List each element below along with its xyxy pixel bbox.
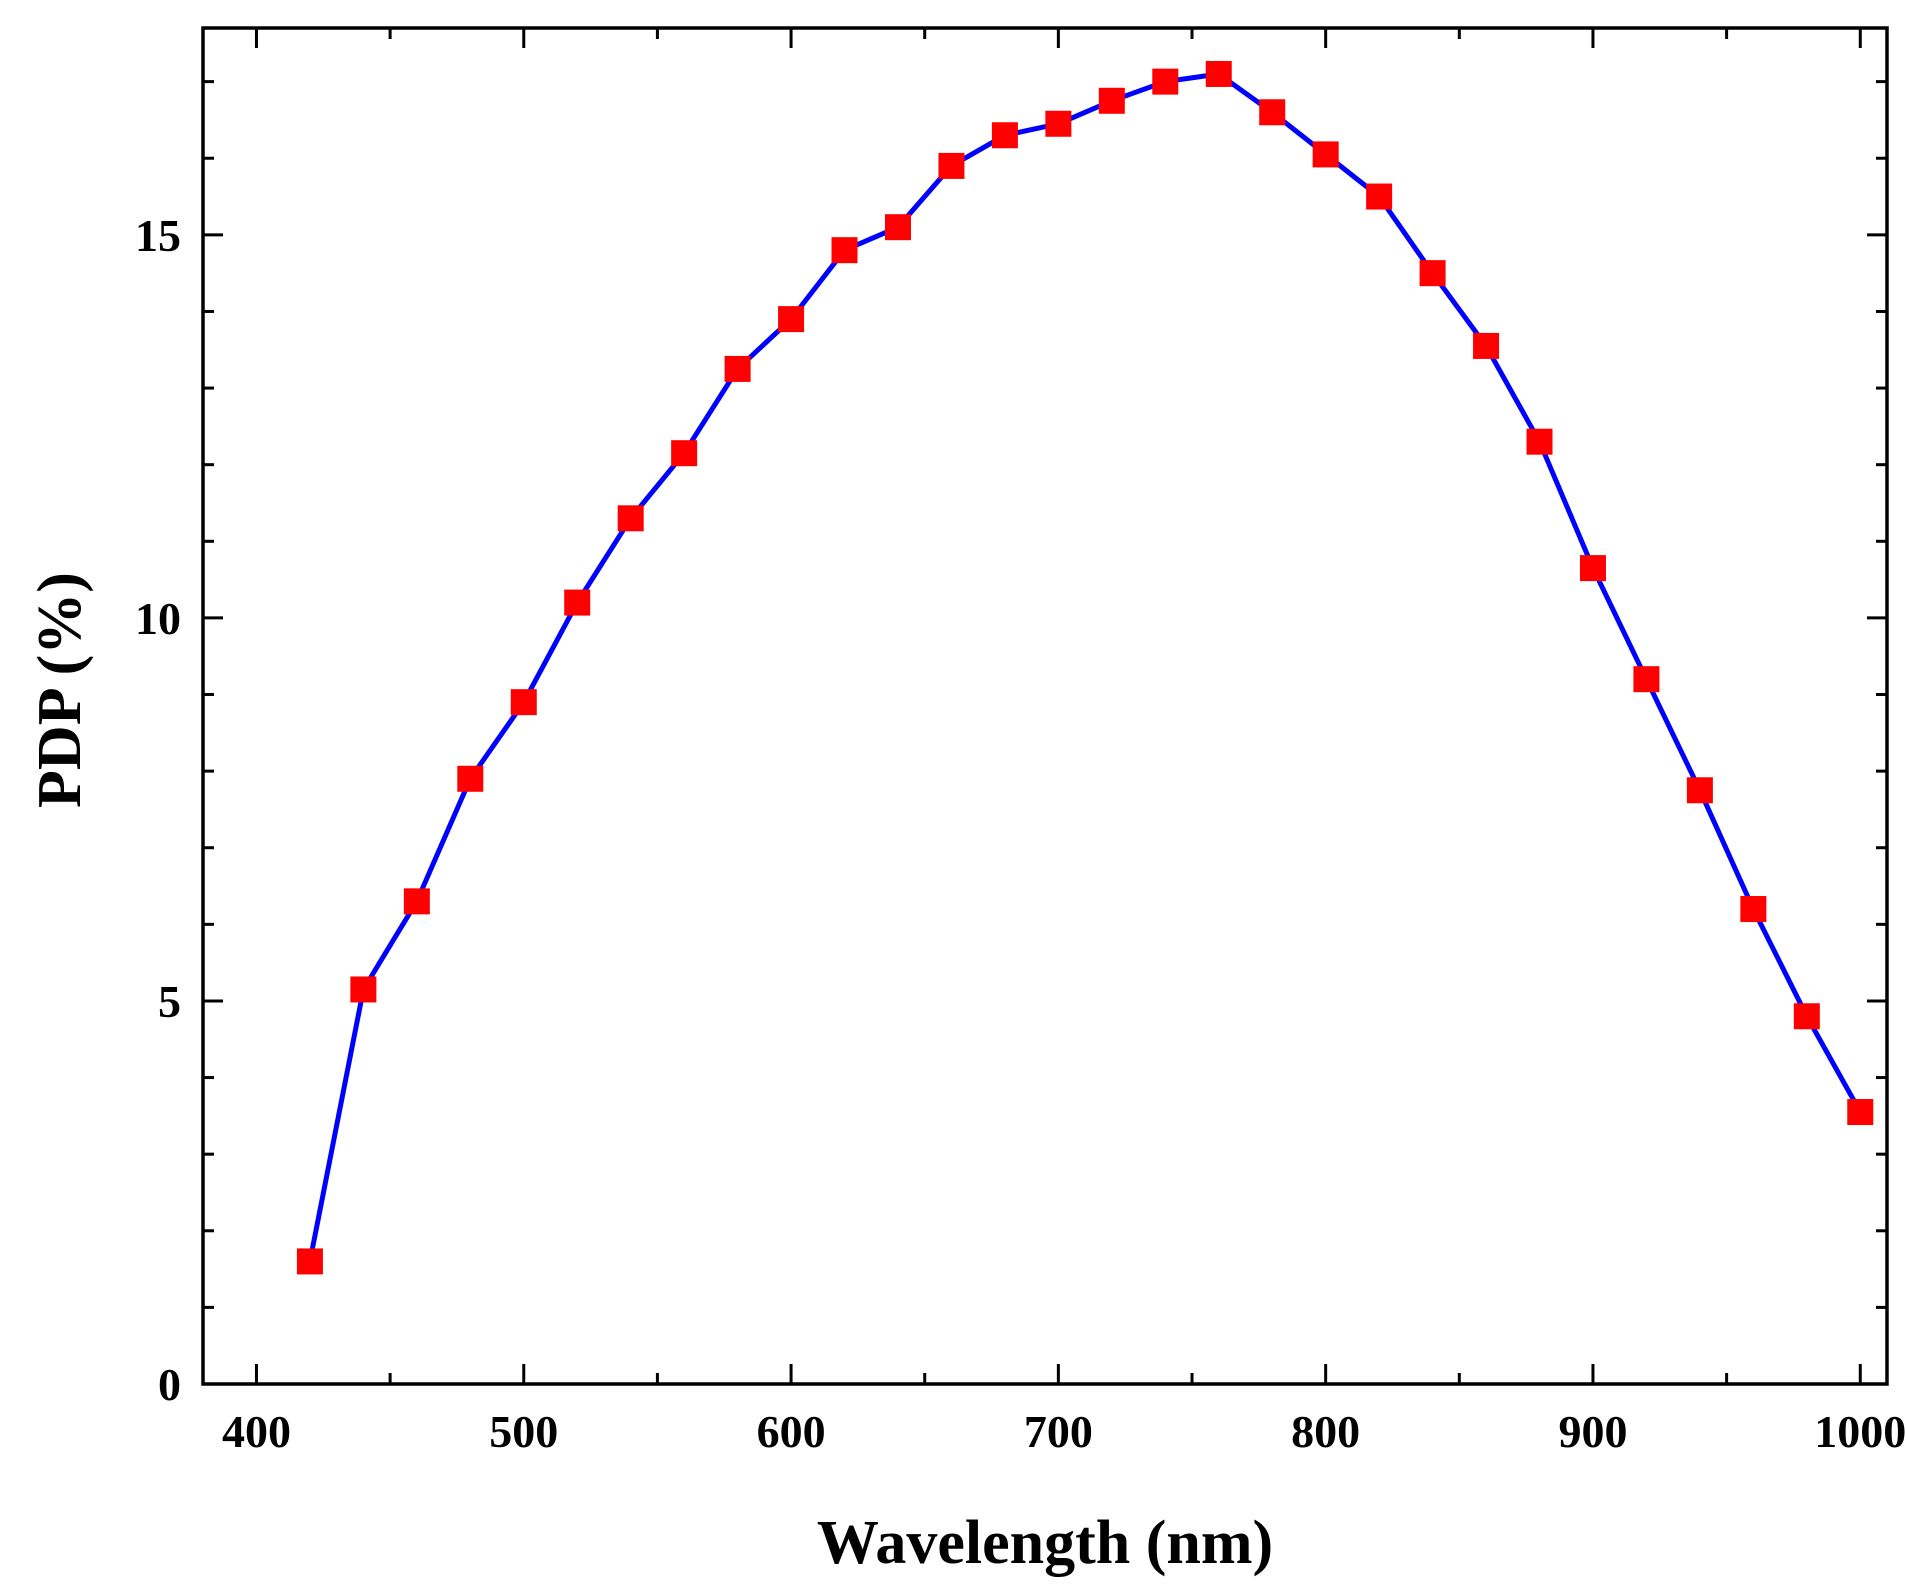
data-point [1259,99,1286,126]
x-tick-label: 500 [489,1406,558,1457]
series-line [307,71,1863,1262]
y-tick-label: 0 [158,1359,181,1410]
data-point [1045,110,1072,137]
data-point [510,689,537,716]
data-point [350,976,377,1003]
y-tick-label: 15 [135,210,181,261]
y-tick-label: 10 [135,593,181,644]
data-point [1366,183,1393,210]
x-tick-label: 400 [222,1406,291,1457]
x-tick-label: 600 [757,1406,826,1457]
data-point [1740,896,1767,923]
x-axis-title: Wavelength (nm) [817,1509,1273,1577]
data-point [831,237,858,264]
data-point [671,440,698,467]
y-tick-label: 5 [158,976,181,1027]
data-point [1633,666,1660,693]
data-point [1312,141,1339,168]
x-tick-label: 1000 [1814,1406,1906,1457]
data-point [884,214,911,241]
data-point [564,589,591,616]
data-point [1526,428,1553,455]
tick-labels: 400 500 600 700 800 900 1000 0 5 10 15 [135,210,1906,1457]
data-point [1473,332,1500,359]
plot-frame [201,26,1889,1386]
data-point [296,1248,323,1275]
data-point [1686,777,1713,804]
x-tick-label: 900 [1558,1406,1627,1457]
data-point [1847,1099,1874,1126]
data-point [724,355,751,382]
data-point [778,306,805,333]
data-point [1793,1003,1820,1030]
data-point [1419,260,1446,287]
data-point [457,765,484,792]
y-axis-title: PDP (%) [26,572,94,808]
data-point [1579,555,1606,582]
data-point [1152,68,1179,95]
data-point [1098,87,1125,114]
axis-ticks [203,28,1887,1386]
data-point [991,122,1018,149]
data-point [403,888,430,915]
data-point [1205,60,1232,87]
data-point [617,505,644,532]
data-series [296,60,1874,1275]
x-tick-label: 700 [1024,1406,1093,1457]
x-tick-label: 800 [1291,1406,1360,1457]
data-point [938,152,965,179]
